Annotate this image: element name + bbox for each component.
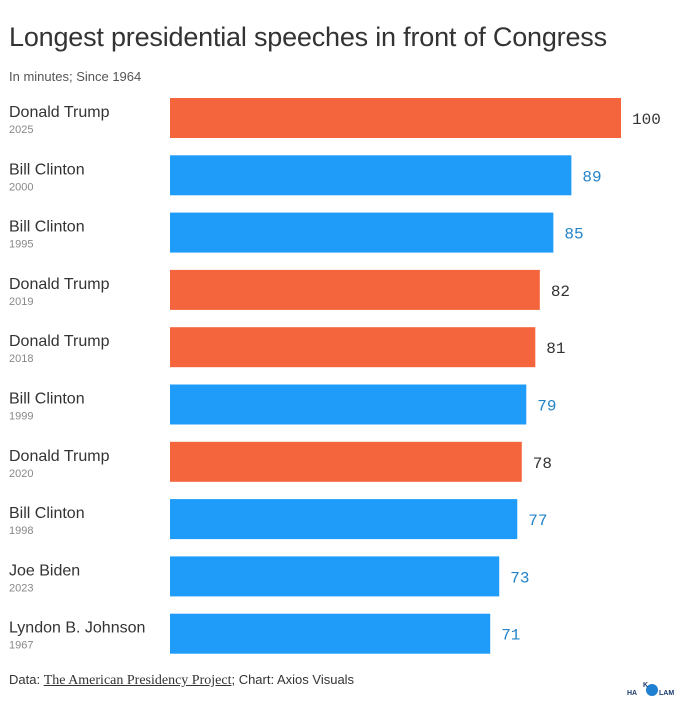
bar-donald-trump2025: [170, 98, 621, 138]
source-link[interactable]: The American Presidency Project: [43, 673, 232, 688]
bar-bill-clinton1995: [170, 212, 554, 253]
bar-name-label: Donald Trump: [9, 448, 110, 465]
bar-year-label: 1998: [9, 525, 33, 537]
bar-value-label: 79: [537, 398, 556, 416]
bar-donald-trump2018: [170, 327, 536, 368]
bar-year-label: 1999: [9, 411, 33, 423]
chart-subtitle: In minutes; Since 1964: [9, 69, 142, 84]
bar-year-label: 2023: [9, 582, 33, 594]
bar-name-label: Bill Clinton: [9, 391, 85, 408]
bar-donald-trump2019: [170, 269, 540, 310]
kolhalam-logo: K HA LAM: [627, 682, 674, 697]
bar-name-label: Donald Trump: [9, 104, 110, 121]
bar-year-label: 2025: [9, 124, 33, 136]
bar-year-label: 1967: [9, 640, 33, 652]
bar-bill-clinton1999: [170, 384, 527, 425]
bar-year-label: 2019: [9, 296, 33, 308]
bar-value-label: 71: [501, 627, 520, 645]
chart-title: Longest presidential speeches in front o…: [9, 22, 607, 52]
bar-donald-trump2020: [170, 441, 522, 482]
bar-joe-biden2023: [170, 556, 500, 597]
chart-footer: Data: The American Presidency Project; C…: [9, 672, 354, 689]
bar-bill-clinton2000: [170, 155, 572, 196]
logo-line3: LAM: [659, 690, 674, 697]
bar-value-label: 78: [533, 455, 552, 473]
bar-name-label: Bill Clinton: [9, 219, 85, 236]
bar-value-label: 81: [546, 340, 565, 358]
bar-year-label: 1995: [9, 239, 33, 251]
logo-line2: HA: [627, 690, 637, 697]
bar-name-label: Donald Trump: [9, 333, 110, 350]
bar-value-label: 82: [551, 283, 570, 301]
footer-prefix: Data:: [9, 672, 44, 687]
bar-value-label: 77: [528, 512, 547, 530]
logo-globe-icon: [646, 684, 658, 696]
bar-lyndon-b-johnson1967: [170, 613, 491, 654]
bar-name-label: Lyndon B. Johnson: [9, 620, 145, 637]
bar-value-label: 100: [632, 111, 661, 129]
bar-name-label: Joe Biden: [9, 562, 80, 579]
bar-name-label: Donald Trump: [9, 276, 110, 293]
bar-value-label: 73: [510, 569, 529, 587]
bar-name-label: Bill Clinton: [9, 505, 85, 522]
bar-name-label: Bill Clinton: [9, 161, 85, 178]
bar-year-label: 2020: [9, 468, 33, 480]
footer-suffix: ; Chart: Axios Visuals: [231, 672, 355, 687]
bar-value-label: 85: [564, 226, 583, 244]
bar-value-label: 89: [582, 168, 601, 186]
bar-year-label: 2000: [9, 181, 33, 193]
bar-bill-clinton1998: [170, 499, 518, 540]
bar-chart: Donald Trump 2025 100 Bill Clinton 2000 89 Bil…: [9, 98, 661, 654]
bar-year-label: 2018: [9, 353, 33, 365]
logo-line1: K: [643, 682, 648, 689]
